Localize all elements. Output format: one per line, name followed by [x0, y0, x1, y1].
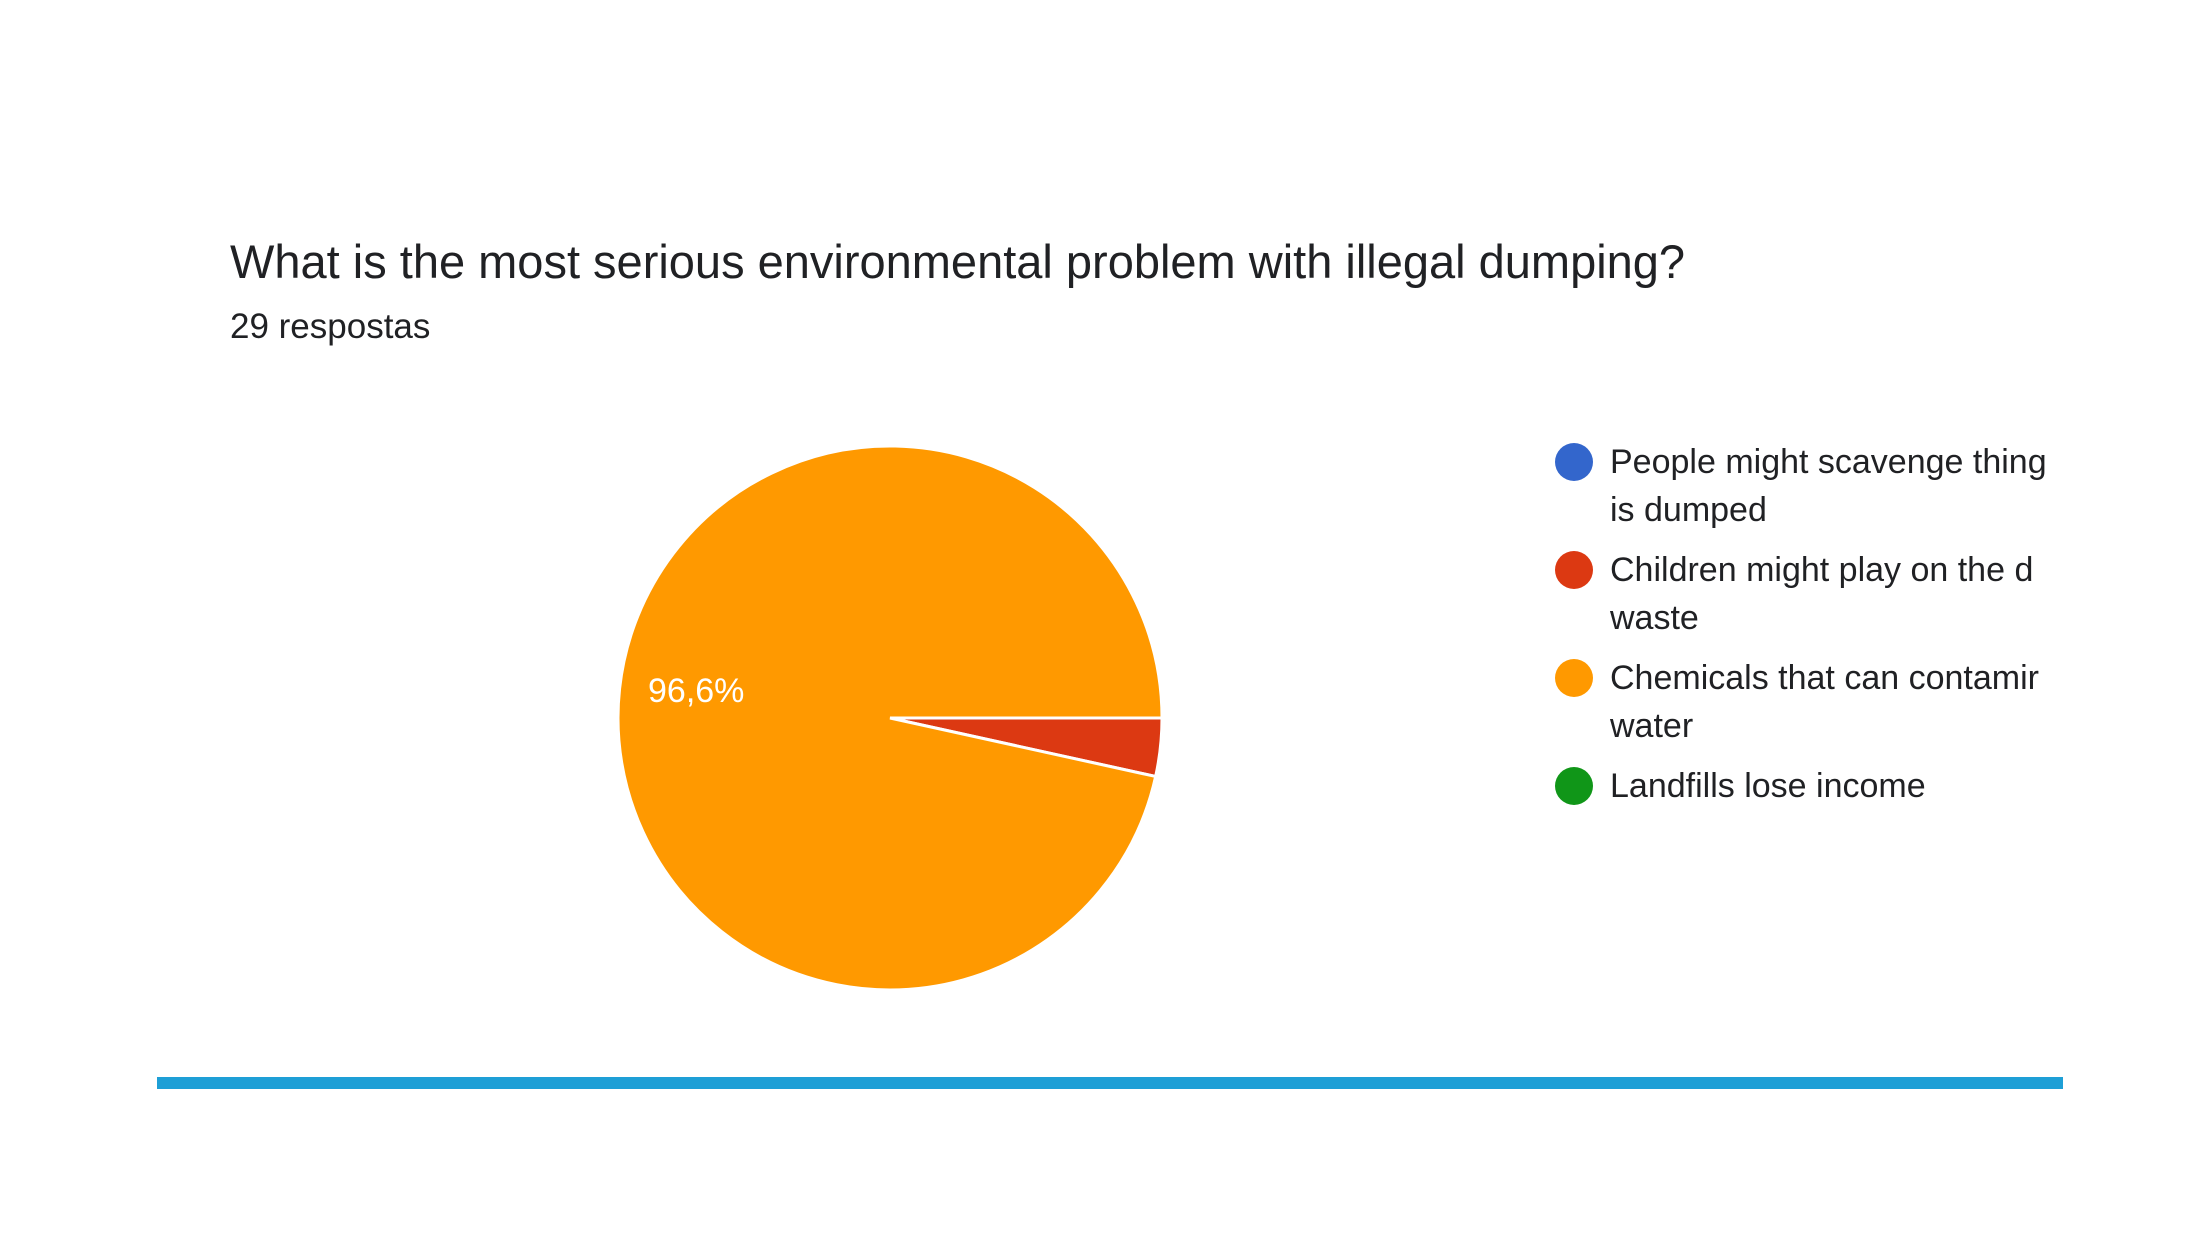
chart-legend: People might scavenge thing is dumped Ch… — [1555, 438, 2065, 818]
legend-label-line-1: Children might play on the d — [1610, 551, 2034, 589]
legend-label-line-1: Chemicals that can contamir — [1610, 659, 2039, 697]
legend-item-landfills-income[interactable]: Landfills lose income — [1555, 762, 2065, 810]
pie-slice[interactable] — [616, 444, 1164, 992]
legend-label-line-2: water — [1610, 707, 1694, 745]
legend-label-line-2: is dumped — [1610, 491, 1767, 529]
bottom-accent-rule — [157, 1077, 2063, 1089]
pie-chart: 96,6% — [600, 430, 1180, 1000]
legend-label-line-2: waste — [1610, 599, 1699, 637]
pie-chart-svg: 96,6% — [616, 444, 1164, 992]
legend-dot-red — [1555, 551, 1593, 589]
legend-dot-green — [1555, 767, 1593, 805]
pie-slice-percent-label: 96,6% — [648, 672, 744, 710]
legend-dot-blue — [1555, 443, 1593, 481]
chart-title: What is the most serious environmental p… — [230, 235, 1686, 288]
legend-item-chemicals-contaminate[interactable]: Chemicals that can contamir water — [1555, 654, 2065, 750]
response-count: 29 respostas — [230, 307, 431, 346]
legend-item-people-scavenge[interactable]: People might scavenge thing is dumped — [1555, 438, 2065, 534]
legend-label-line-1: People might scavenge thing — [1610, 443, 2047, 481]
legend-dot-orange — [1555, 659, 1593, 697]
legend-item-children-play[interactable]: Children might play on the d waste — [1555, 546, 2065, 642]
legend-label-line-1: Landfills lose income — [1610, 767, 1926, 805]
